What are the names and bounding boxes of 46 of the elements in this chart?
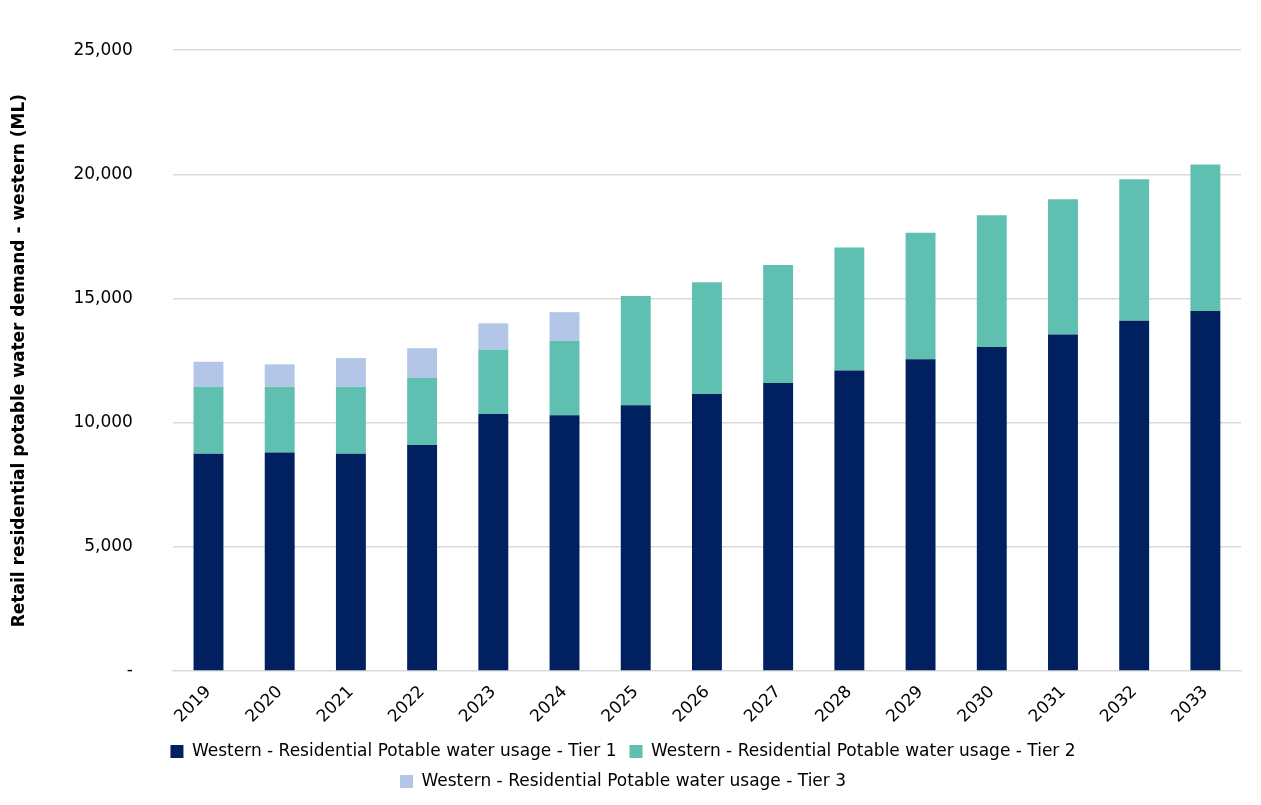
bar	[193, 361, 224, 387]
bar	[264, 386, 295, 453]
bar	[976, 346, 1007, 671]
bar	[1119, 320, 1150, 671]
bar	[976, 215, 1007, 347]
y-axis-title: Retail residential potable water demand - western (ML)	[7, 93, 28, 628]
bar	[834, 247, 865, 371]
bar	[691, 282, 722, 395]
bar	[905, 359, 936, 671]
y-tick-label: 10,000	[73, 411, 133, 432]
bar	[335, 386, 366, 454]
bar	[478, 413, 509, 671]
bar	[834, 370, 865, 671]
legend-label: Western - Residential Potable water usage - Tier 1	[191, 739, 617, 760]
bar	[1048, 199, 1078, 335]
bar	[193, 386, 224, 454]
bar	[1048, 334, 1078, 671]
bar	[1190, 164, 1221, 311]
y-tick-label: -	[126, 659, 133, 680]
y-tick-label: 15,000	[73, 286, 133, 307]
bar	[335, 453, 366, 671]
bar	[264, 364, 295, 387]
bar	[335, 358, 366, 387]
bar	[407, 348, 438, 378]
legend-label: Western - Residential Potable water usage - Tier 2	[651, 739, 1076, 760]
bar	[1119, 179, 1150, 321]
bar	[1190, 310, 1221, 671]
bar	[478, 323, 509, 350]
bar	[549, 312, 580, 341]
bar	[407, 445, 438, 671]
bar	[478, 349, 509, 414]
bar	[620, 405, 651, 671]
y-tick-label: 5,000	[84, 535, 133, 556]
bar	[549, 415, 580, 671]
bar	[620, 296, 651, 406]
bar	[905, 232, 936, 360]
bar	[549, 340, 580, 416]
bar	[264, 452, 295, 671]
y-tick-label: 20,000	[73, 162, 133, 183]
bar	[691, 394, 722, 671]
bar	[763, 382, 794, 671]
y-tick-label: 25,000	[73, 38, 133, 59]
bar	[407, 377, 438, 446]
legend-label: Western - Residential Potable water usage - Tier 3	[421, 769, 847, 790]
bar	[763, 264, 794, 383]
bar	[193, 453, 224, 671]
